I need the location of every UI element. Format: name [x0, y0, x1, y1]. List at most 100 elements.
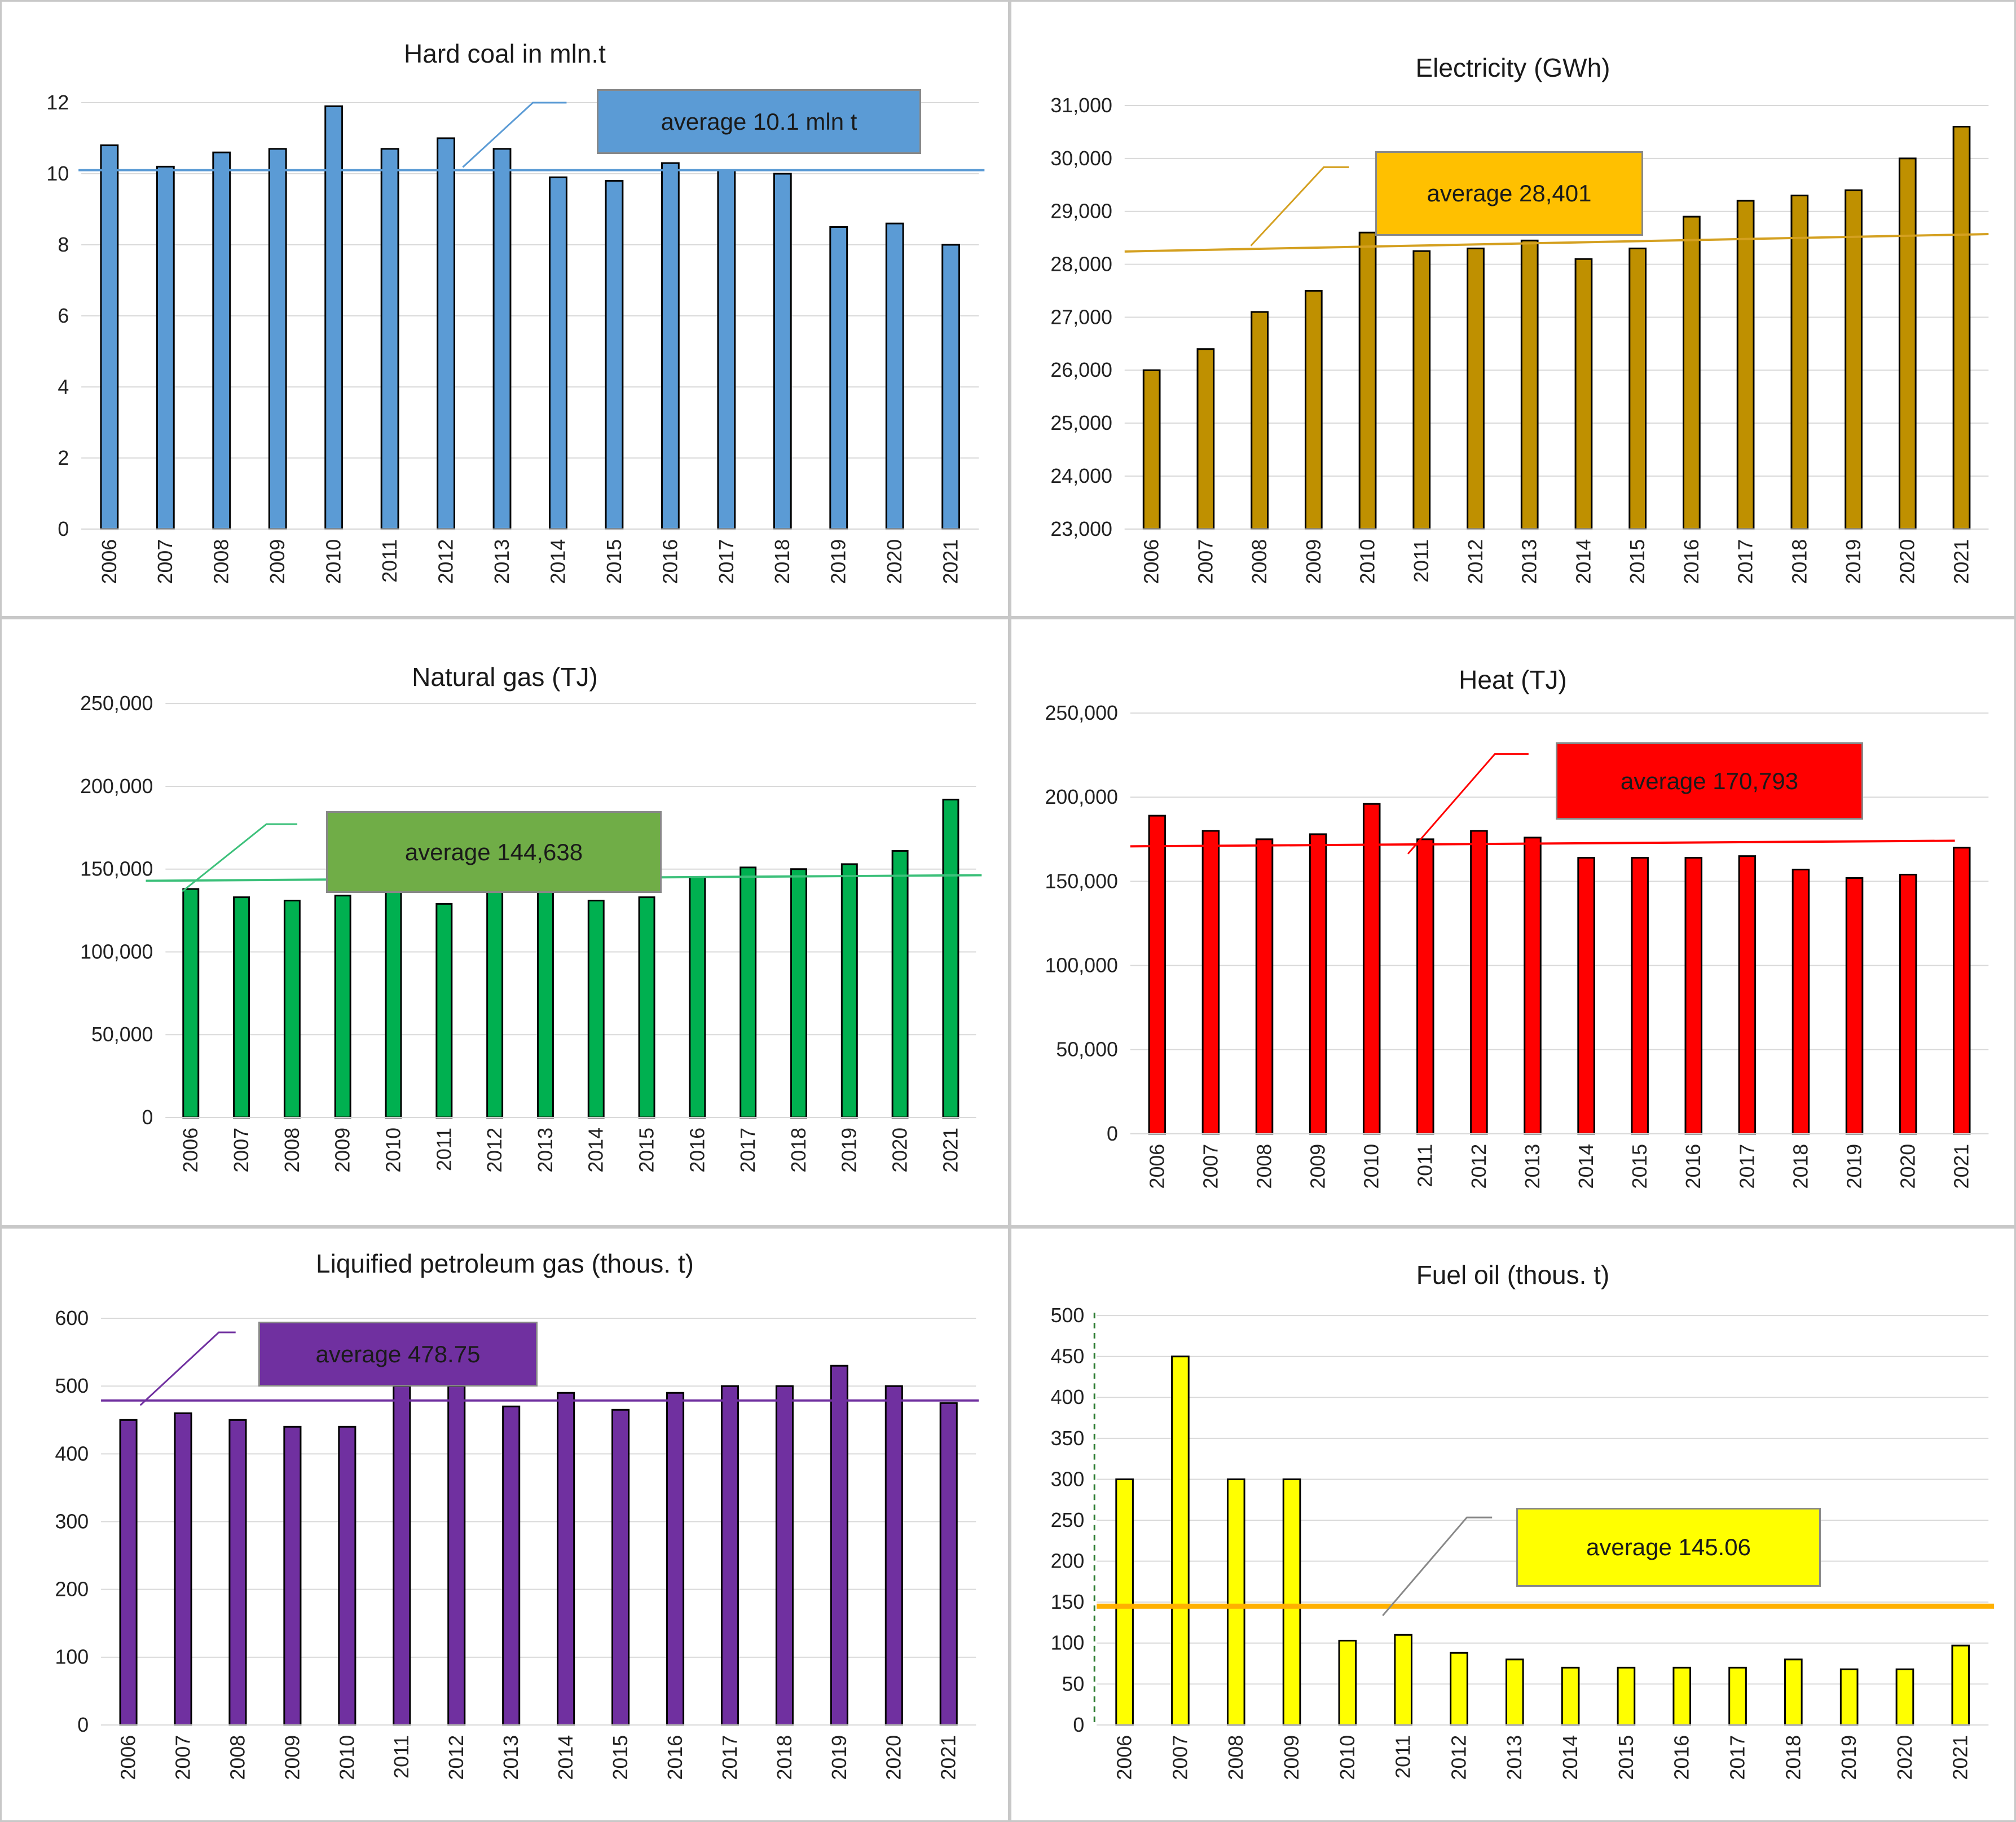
x-tick-label: 2013: [534, 1128, 557, 1173]
bar: [939, 1402, 958, 1726]
x-tick-label: 2015: [603, 539, 626, 584]
average-callout: average 10.1 mln t: [597, 89, 921, 154]
electricity-chart: 23,000 24,000 25,000 26,000 27,000 28,000 29,0…: [1050, 94, 1989, 584]
average-callout: average 28,401: [1375, 151, 1643, 236]
bar: [1338, 1639, 1357, 1726]
bar: [891, 850, 909, 1119]
heat-chart: 0 50,000 100,000 150,000 200,000 250,000 2006 2…: [1045, 702, 1989, 1189]
bar: [1304, 289, 1323, 530]
bar: [557, 1392, 575, 1726]
x-tick-label: 2010: [1356, 539, 1379, 584]
x-tick-label: 2009: [266, 539, 289, 584]
average-callout-leader: [182, 823, 298, 892]
bar: [1895, 1668, 1914, 1726]
bar: [942, 798, 959, 1119]
x-tick-label: 2017: [1735, 539, 1757, 584]
x-tick-label: 2017: [1736, 1144, 1758, 1189]
x-tick-label: 2016: [1671, 1735, 1693, 1780]
x-tick-label: 2007: [1199, 1144, 1222, 1189]
bar: [502, 1405, 521, 1726]
x-tick-label: 2015: [635, 1128, 658, 1173]
bar: [1898, 157, 1917, 530]
bar: [1358, 231, 1377, 530]
average-callout: average 478.75: [258, 1322, 538, 1387]
y-tick-label: 50,000: [1056, 1038, 1118, 1061]
bar: [830, 1365, 848, 1726]
x-tick-label: 2011: [1414, 1144, 1437, 1187]
bar: [611, 1409, 630, 1726]
x-tick-label: 2006: [1141, 539, 1163, 584]
x-tick-label: 2019: [1842, 539, 1865, 584]
average-callout: average 145.06: [1516, 1508, 1821, 1587]
x-tick-label: 2017: [737, 1128, 759, 1173]
x-tick-label: 2012: [435, 539, 457, 584]
bar: [283, 900, 301, 1119]
average-callout-leader: [1382, 1516, 1493, 1617]
x-tick-label: 2021: [1949, 1735, 1972, 1780]
chart-title: Hard coal in mln.t: [404, 39, 606, 68]
bar: [638, 896, 655, 1119]
bar: [1394, 1634, 1412, 1726]
y-tick-label: 200: [55, 1578, 89, 1601]
y-tick-label: 28,000: [1050, 253, 1112, 275]
bar: [740, 866, 757, 1119]
x-tick-label: 2015: [1615, 1735, 1638, 1780]
x-tick-label: 2020: [1896, 539, 1919, 584]
bar: [268, 148, 287, 530]
bar: [666, 1392, 685, 1726]
x-tick-label: 2014: [554, 1735, 577, 1780]
y-tick-label: 50,000: [91, 1023, 153, 1046]
x-tick-label: 2010: [382, 1128, 404, 1173]
x-tick-label: 2011: [1410, 539, 1433, 583]
x-tick-label: 2014: [585, 1128, 608, 1173]
x-tick-label: 2018: [1782, 1735, 1804, 1780]
bar: [174, 1412, 192, 1726]
x-tick-label: 2006: [179, 1128, 202, 1173]
x-tick-label: 2019: [827, 539, 850, 584]
hard-coal-chart-panel: 0 2 4 6 8 10 12 2006 2007 2008 2009 2010 2011 2012 201…: [0, 0, 1010, 618]
bar: [1282, 1478, 1301, 1726]
bar: [1672, 1666, 1692, 1726]
x-tick-label: 2013: [491, 539, 513, 584]
bar: [1142, 369, 1161, 530]
bar: [156, 165, 175, 530]
x-tick-label: 2009: [1302, 539, 1325, 584]
electricity-chart-panel: 23,000 24,000 25,000 26,000 27,000 28,000 29,0…: [1010, 0, 2016, 618]
hard-coal-chart: 0 2 4 6 8 10 12 2006 2007 2008 2009 2010 2011 2012 201…: [46, 91, 985, 584]
x-tick-label: 2017: [1726, 1735, 1749, 1780]
y-tick-label: 150: [1051, 1591, 1085, 1613]
x-tick-label: 2006: [98, 539, 121, 584]
bar: [717, 169, 736, 530]
x-tick-label: 2018: [771, 539, 794, 584]
bar: [486, 883, 504, 1119]
bar: [1467, 247, 1485, 530]
x-tick-label: 2020: [1894, 1735, 1916, 1780]
x-tick-label: 2009: [281, 1735, 303, 1780]
x-tick-label: 2011: [378, 539, 401, 583]
bar: [334, 895, 351, 1119]
bar: [338, 1425, 356, 1726]
x-tick-label: 2008: [281, 1128, 303, 1173]
bar: [775, 1385, 794, 1726]
bar: [720, 1385, 740, 1726]
y-tick-label: 350: [1051, 1427, 1085, 1450]
bar: [1412, 250, 1431, 530]
y-tick-label: 150,000: [1045, 870, 1118, 892]
bar: [1148, 815, 1167, 1135]
x-tick-label: 2019: [828, 1735, 851, 1780]
bar: [1362, 803, 1381, 1135]
average-callout: average 144,638: [326, 811, 662, 893]
x-tick-label: 2011: [433, 1128, 455, 1171]
y-tick-label: 200,000: [80, 775, 153, 798]
y-tick-label: 250: [1051, 1509, 1085, 1531]
x-tick-label: 2021: [1951, 1144, 1973, 1189]
x-tick-label: 2007: [154, 539, 177, 584]
chart-title: Liquified petroleum gas (thous. t): [316, 1249, 694, 1278]
bar: [1845, 877, 1864, 1135]
chart-title: Electricity (GWh): [1415, 53, 1610, 82]
average-callout-leader: [462, 102, 567, 168]
x-tick-label: 2020: [883, 1735, 905, 1780]
x-tick-label: 2016: [1680, 539, 1703, 584]
x-tick-label: 2013: [1518, 539, 1541, 584]
